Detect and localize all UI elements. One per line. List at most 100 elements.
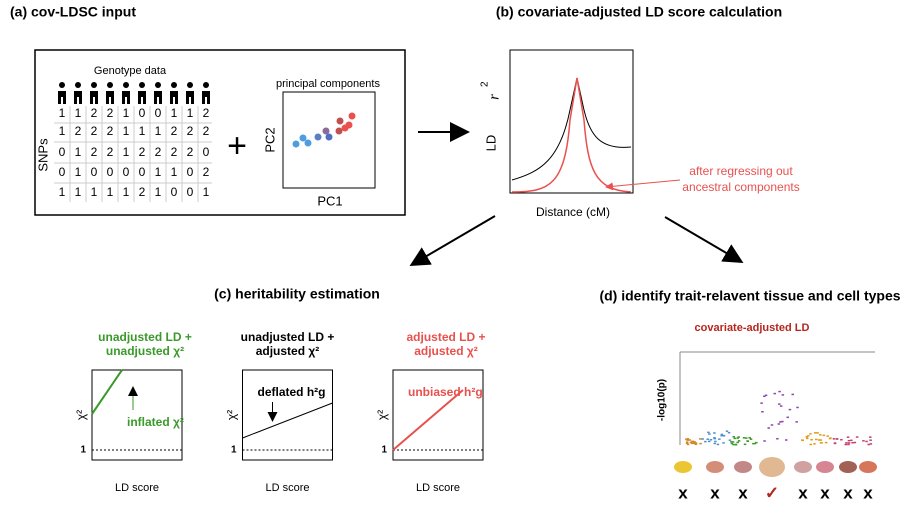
genotype-cell: 2 (203, 106, 210, 120)
scatter-dot (686, 438, 690, 440)
plot-box (91, 369, 183, 461)
tissue-icon (839, 461, 857, 473)
scatter-dot (713, 437, 716, 439)
scatter-dot (779, 405, 783, 407)
scatter-dot (730, 441, 733, 443)
scatter-dot (752, 442, 755, 445)
scatter-dot (815, 438, 818, 441)
pc-y: PC2 (262, 127, 277, 152)
tissue-icon (816, 461, 834, 473)
plot-box (242, 369, 333, 461)
scatter-dot (699, 442, 702, 445)
genotype-cell: 1 (171, 106, 178, 120)
genotype-cell: 1 (155, 185, 162, 199)
scatter-dot (686, 443, 690, 446)
scatter-dot (786, 416, 789, 419)
scatter-dot (784, 439, 788, 441)
genotype-cell: 1 (123, 106, 130, 120)
scatter-dot (749, 438, 753, 440)
result-mark: ✓ (765, 483, 779, 502)
header: unadjusted LD + (241, 330, 335, 344)
scatter-dot (713, 442, 717, 445)
scatter-dot (692, 441, 696, 443)
scatter-dot (720, 433, 724, 436)
person-head (75, 82, 81, 88)
scatter-dot (795, 421, 798, 423)
scatter-dot (819, 439, 823, 441)
genotype-cell: 0 (139, 106, 146, 120)
header: unadjusted χ² (106, 344, 184, 358)
scatter-dot (846, 436, 850, 438)
genotype-cell: 2 (91, 124, 98, 138)
scatter-dot (778, 403, 781, 405)
scatter-dot (824, 441, 828, 444)
scatter-dot (778, 390, 781, 393)
header: unadjusted LD + (98, 330, 192, 344)
scatter-dot (720, 434, 723, 437)
distance-label: Distance (cM) (536, 205, 610, 219)
scatter-dot (865, 440, 868, 443)
scatter-dot (847, 442, 851, 444)
tissue-icon (706, 461, 724, 473)
tissue-icon (674, 461, 692, 473)
scatter-dot (737, 436, 740, 438)
scatter-dot (764, 394, 768, 397)
person-body (90, 91, 98, 104)
person-head (59, 82, 65, 88)
genotype-cell: 0 (171, 185, 178, 199)
genotype-label: Genotype data (94, 65, 167, 77)
genotype-cell: 1 (59, 185, 66, 199)
scatter-dot (820, 441, 823, 444)
genotype-cell: 1 (75, 145, 82, 159)
scatter-dot (685, 438, 688, 440)
scatter-dot (813, 443, 816, 445)
scatter-dot (736, 441, 739, 444)
person-head (139, 82, 145, 88)
person-head (155, 82, 161, 88)
header: adjusted χ² (414, 344, 478, 358)
scatter-dot (847, 443, 850, 446)
scatter-dot (736, 437, 739, 439)
scatter-dot (755, 441, 758, 444)
genotype-cell: 1 (75, 185, 82, 199)
genotype-cell: 2 (139, 145, 146, 159)
scatter-dot (817, 439, 821, 441)
scatter-dot (727, 431, 731, 434)
scatter-dot (826, 435, 829, 437)
scatter-dot (748, 437, 751, 439)
genotype-cell: 0 (91, 165, 98, 179)
person-body (74, 91, 82, 104)
genotype-cell: 2 (203, 165, 210, 179)
genotype-cell: 1 (123, 124, 130, 138)
scatter-dot (707, 431, 710, 434)
genotype-cell: 2 (171, 124, 178, 138)
scatter-dot (732, 443, 735, 446)
d-y-label: -log10(p) (657, 379, 668, 421)
note: inflated χ² (127, 415, 184, 429)
scatter-dot (832, 438, 836, 440)
tissue-icon (759, 457, 785, 477)
scatter-dot (869, 443, 873, 445)
scatter-dot (722, 442, 725, 444)
scatter-dot (692, 442, 696, 444)
scatter-dot (851, 441, 854, 444)
scatter-dot (716, 443, 720, 446)
result-mark: x (863, 483, 873, 502)
result-mark: x (820, 483, 830, 502)
one-label: 1 (381, 445, 387, 456)
scatter-dot (816, 432, 819, 434)
one-label: 1 (80, 445, 86, 456)
genotype-cell: 0 (187, 185, 194, 199)
genotype-cell: 2 (107, 124, 114, 138)
genotype-cell: 1 (75, 106, 82, 120)
scatter-dot (688, 439, 692, 441)
genotype-cell: 1 (155, 165, 162, 179)
plot-box (392, 369, 484, 461)
scatter-dot (730, 442, 734, 445)
scatter-dot (781, 420, 784, 423)
genotype-cell: 1 (75, 165, 82, 179)
scatter-dot (855, 436, 859, 438)
pc-box (282, 91, 376, 189)
scatter-dot (781, 394, 785, 396)
